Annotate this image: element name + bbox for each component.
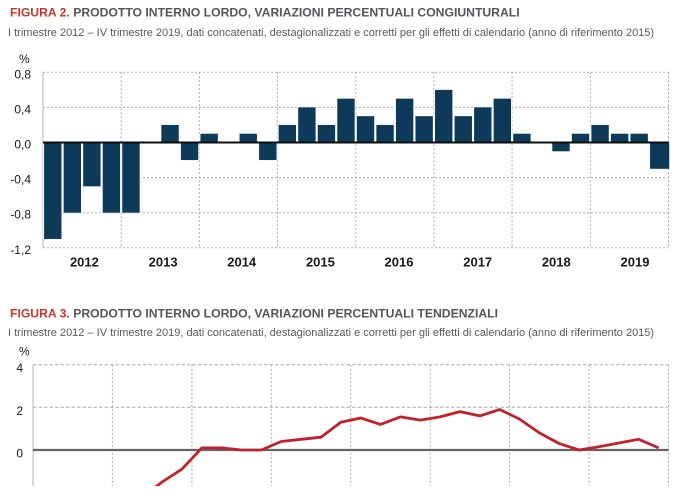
svg-text:2012: 2012 bbox=[70, 255, 99, 270]
svg-text:0,4: 0,4 bbox=[14, 102, 31, 116]
svg-text:0,0: 0,0 bbox=[14, 138, 31, 152]
svg-text:FIGURA 2. PRODOTTO INTERNO LOR: FIGURA 2. PRODOTTO INTERNO LORDO, VARIAZ… bbox=[10, 6, 520, 20]
svg-text:0: 0 bbox=[16, 447, 23, 461]
svg-text:-0,4: -0,4 bbox=[10, 173, 31, 187]
svg-text:I trimestre 2012 – IV trimestr: I trimestre 2012 – IV trimestre 2019, da… bbox=[8, 327, 654, 339]
svg-text:-0,8: -0,8 bbox=[10, 208, 31, 222]
svg-text:2015: 2015 bbox=[306, 255, 335, 270]
svg-text:2013: 2013 bbox=[149, 255, 178, 270]
svg-text:2014: 2014 bbox=[227, 255, 257, 270]
svg-text:0,8: 0,8 bbox=[14, 67, 31, 81]
svg-text:I trimestre 2012 – IV trimestr: I trimestre 2012 – IV trimestre 2019, da… bbox=[8, 27, 654, 39]
svg-text:2016: 2016 bbox=[385, 255, 414, 270]
svg-text:2: 2 bbox=[16, 404, 23, 418]
svg-text:%: % bbox=[19, 52, 30, 66]
svg-text:2017: 2017 bbox=[463, 255, 492, 270]
svg-text:2018: 2018 bbox=[542, 255, 571, 270]
svg-text:2019: 2019 bbox=[621, 255, 650, 270]
svg-text:FIGURA 3. PRODOTTO INTERNO LOR: FIGURA 3. PRODOTTO INTERNO LORDO, VARIAZ… bbox=[10, 307, 498, 321]
svg-text:-1,2: -1,2 bbox=[10, 243, 31, 257]
svg-text:%: % bbox=[19, 345, 30, 359]
svg-text:4: 4 bbox=[16, 361, 23, 375]
